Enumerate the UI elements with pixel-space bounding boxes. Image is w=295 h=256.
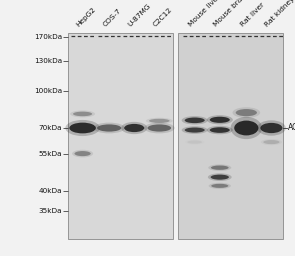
Text: Mouse liver: Mouse liver xyxy=(188,0,222,28)
Text: U-87MG: U-87MG xyxy=(127,3,152,28)
Ellipse shape xyxy=(263,140,280,144)
Text: 40kDa: 40kDa xyxy=(38,188,62,194)
Ellipse shape xyxy=(210,117,230,123)
Ellipse shape xyxy=(182,126,208,134)
Ellipse shape xyxy=(148,124,171,132)
Text: 100kDa: 100kDa xyxy=(34,88,62,94)
Ellipse shape xyxy=(207,126,233,134)
Text: C2C12: C2C12 xyxy=(152,7,173,28)
Text: ACSS2: ACSS2 xyxy=(288,123,295,133)
Ellipse shape xyxy=(185,140,204,145)
Ellipse shape xyxy=(94,123,125,133)
Ellipse shape xyxy=(69,123,96,133)
Text: COS-7: COS-7 xyxy=(102,8,122,28)
Ellipse shape xyxy=(187,140,202,144)
Ellipse shape xyxy=(124,124,144,132)
Text: Rat kidney: Rat kidney xyxy=(264,0,295,28)
Ellipse shape xyxy=(261,139,282,145)
Text: 55kDa: 55kDa xyxy=(38,151,62,157)
Text: 70kDa: 70kDa xyxy=(38,125,62,131)
Ellipse shape xyxy=(234,121,258,135)
Ellipse shape xyxy=(70,111,95,117)
Text: Rat liver: Rat liver xyxy=(239,2,265,28)
Bar xyxy=(178,33,283,239)
Ellipse shape xyxy=(211,184,228,188)
Ellipse shape xyxy=(144,123,175,133)
Ellipse shape xyxy=(121,122,147,134)
Ellipse shape xyxy=(211,166,229,170)
Ellipse shape xyxy=(73,112,92,116)
Ellipse shape xyxy=(149,119,170,123)
Ellipse shape xyxy=(65,120,100,136)
Ellipse shape xyxy=(146,118,173,124)
Ellipse shape xyxy=(97,124,121,132)
Text: 35kDa: 35kDa xyxy=(38,208,62,214)
Ellipse shape xyxy=(231,117,262,139)
Ellipse shape xyxy=(208,164,231,171)
Ellipse shape xyxy=(182,116,208,124)
Ellipse shape xyxy=(210,127,230,133)
Ellipse shape xyxy=(211,175,229,180)
Bar xyxy=(68,33,173,239)
Text: Mouse brain: Mouse brain xyxy=(213,0,249,28)
Ellipse shape xyxy=(185,127,205,133)
Ellipse shape xyxy=(207,115,233,124)
Text: 130kDa: 130kDa xyxy=(34,58,62,65)
Ellipse shape xyxy=(209,183,231,189)
Ellipse shape xyxy=(208,173,232,181)
Text: 170kDa: 170kDa xyxy=(34,34,62,40)
Text: HepG2: HepG2 xyxy=(76,6,97,28)
Ellipse shape xyxy=(232,107,260,118)
Ellipse shape xyxy=(75,151,91,156)
Ellipse shape xyxy=(260,123,283,133)
Ellipse shape xyxy=(185,118,205,123)
Ellipse shape xyxy=(236,109,257,116)
Ellipse shape xyxy=(257,120,286,136)
Ellipse shape xyxy=(72,150,93,157)
